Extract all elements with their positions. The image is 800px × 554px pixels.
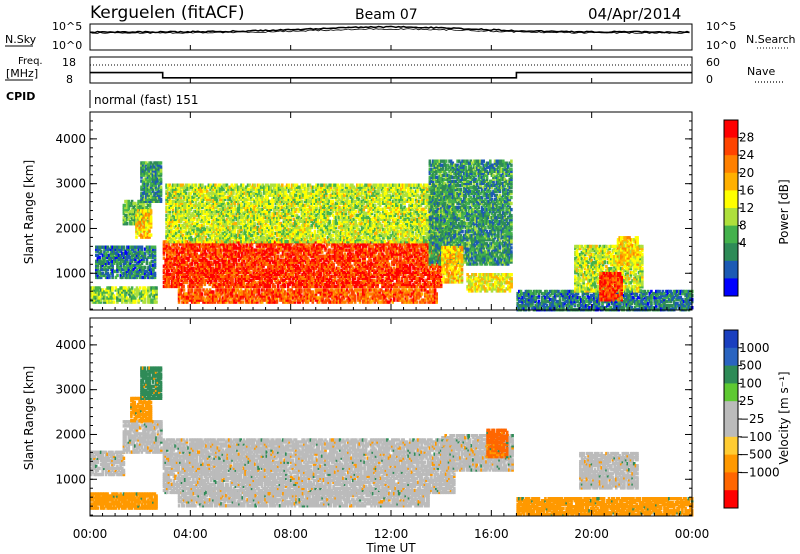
power-cell <box>218 263 221 266</box>
power-cell <box>135 235 138 238</box>
nave-tick-bottom: 0 <box>706 73 713 86</box>
power-cell <box>300 288 303 291</box>
power-cell <box>111 286 114 289</box>
power-cell <box>354 294 357 297</box>
power-cell <box>155 286 158 289</box>
power-cell <box>332 263 335 266</box>
power-cell <box>191 288 194 291</box>
power-cell <box>144 266 147 269</box>
freq-tick-bottom: 8 <box>66 73 73 86</box>
station-title: Kerguelen (fitACF) <box>90 3 244 23</box>
power-cell <box>100 250 103 253</box>
power-cell <box>160 161 163 164</box>
power-cell <box>145 209 148 212</box>
power-cell <box>199 288 202 291</box>
power-cell <box>182 285 185 288</box>
power-cell <box>270 257 273 260</box>
power-cell <box>312 290 315 293</box>
cpid-label: CPID <box>6 90 35 103</box>
power-cell <box>160 177 163 180</box>
power-cell <box>150 233 153 236</box>
power-cell <box>435 292 438 295</box>
nsky-tick-top: 10^5 <box>52 20 82 33</box>
power-cell <box>160 186 163 189</box>
power-cell <box>417 248 420 251</box>
nsearch-tick-top: 10^5 <box>706 20 736 33</box>
beam-label: Beam 07 <box>355 7 418 23</box>
power-cell <box>98 256 101 259</box>
power-cell <box>150 215 153 218</box>
power-cell <box>277 255 280 258</box>
frequency-series <box>90 73 692 78</box>
power-cell <box>388 263 391 266</box>
power-cell <box>148 229 151 232</box>
freq-tick-top: 18 <box>62 56 76 69</box>
power-cell <box>116 274 119 277</box>
cpid-value: normal (fast) 151 <box>94 93 198 107</box>
power-heatmap <box>90 160 694 312</box>
power-cell <box>155 300 158 303</box>
power-cell <box>241 300 244 303</box>
power-cell <box>150 209 153 212</box>
power-cell <box>201 292 204 295</box>
power-cell <box>370 259 373 262</box>
power-cell <box>160 198 163 201</box>
freq-label-2: [MHz] <box>6 67 38 80</box>
nsearch-label: N.Search <box>746 33 796 46</box>
power-cell <box>274 285 277 288</box>
freq-label-1: Freq. <box>18 56 43 67</box>
power-cell <box>434 288 437 291</box>
power-cell <box>212 290 215 293</box>
power-cell <box>321 250 324 253</box>
power-cell <box>113 300 116 303</box>
date-label: 04/Apr/2014 <box>588 5 681 23</box>
power-cell <box>126 222 129 225</box>
nave-tick-top: 60 <box>706 56 720 69</box>
power-cell <box>154 246 157 249</box>
power-cell <box>258 288 261 291</box>
nsky-label: N.Sky <box>5 33 37 46</box>
nave-label: Nave <box>747 65 775 78</box>
power-cell <box>141 246 144 249</box>
power-cell <box>416 300 419 303</box>
power-cell <box>154 272 157 275</box>
power-cell <box>160 165 163 168</box>
nsearch-tick-bottom: 10^0 <box>706 39 736 52</box>
power-cell <box>139 286 142 289</box>
power-cell <box>123 246 126 249</box>
power-cell <box>421 292 424 295</box>
power-cell <box>249 271 252 274</box>
power-cell <box>183 288 186 291</box>
nsky-tick-bottom: 10^0 <box>52 39 82 52</box>
power-cell <box>358 259 361 262</box>
power-cell <box>131 286 134 289</box>
